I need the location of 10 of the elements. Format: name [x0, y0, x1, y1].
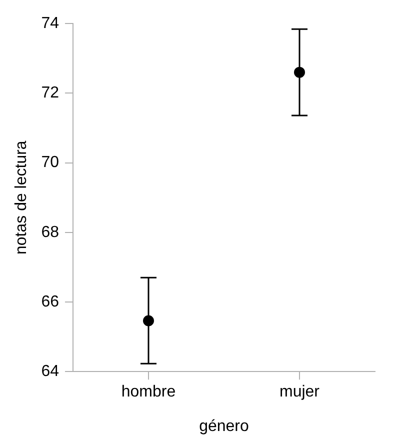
y-axis-title: notas de lectura [13, 140, 30, 255]
y-tick-label: 72 [41, 84, 60, 102]
y-tick-label: 68 [41, 224, 60, 241]
x-tick-label: hombre [121, 384, 176, 401]
x-axis-title: género [199, 418, 250, 435]
y-tick-label: 70 [41, 154, 60, 172]
y-tick-label: 64 [41, 363, 60, 380]
y-tick-label: 66 [41, 293, 60, 310]
y-tick-label: 74 [41, 15, 60, 32]
x-tick-label: mujer [279, 384, 320, 401]
